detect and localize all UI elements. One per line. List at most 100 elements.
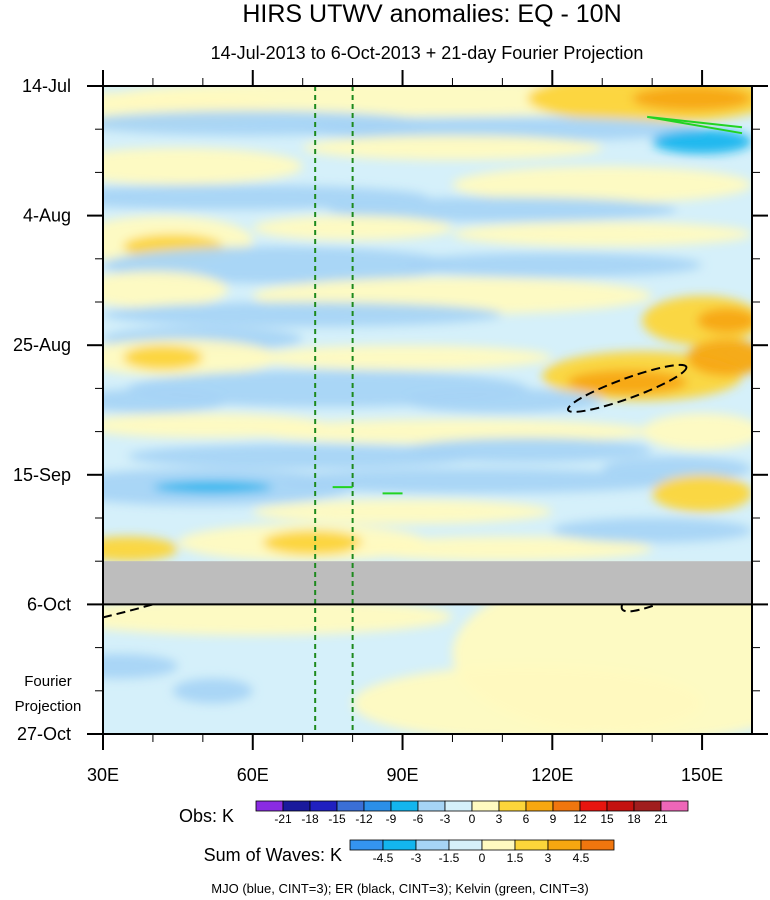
y-tick-label-15-sep: 15-Sep [13,465,71,485]
anomaly-blob [302,135,603,161]
obs-swatch [417,800,446,812]
obs-level-label: -6 [413,812,424,826]
obs-level-label: 21 [654,812,668,826]
waves-swatch [514,839,549,851]
er-contour [620,603,658,613]
anomaly-blob [697,308,752,333]
plot-area [103,86,752,734]
waves-swatch [382,839,417,851]
waves-swatch [481,839,516,851]
plot-frame [102,85,753,735]
anomaly-blob [252,215,453,241]
anomaly-field [103,86,752,734]
anomaly-blob [103,536,178,562]
er-contour [566,363,688,413]
anomaly-blob [652,474,752,512]
kelvin-contour [646,115,743,135]
obs-swatch [660,800,689,812]
obs-swatch [336,800,365,812]
obs-level-label: -12 [355,812,373,826]
waves-level-label: 4.5 [573,851,590,865]
waves-swatch [547,839,582,851]
waves-level-label: 0 [479,851,486,865]
x-tick-label-90e: 90E [387,765,419,785]
anomaly-blob [262,530,363,556]
obs-swatch [390,800,419,812]
y-tick-label-4-aug: 4-Aug [23,206,71,226]
y-tick-label-14-jul: 14-Jul [22,76,71,96]
anomaly-blob [252,499,553,525]
chart-subtitle: 14-Jul-2013 to 6-Oct-2013 + 21-day Fouri… [211,43,644,63]
waves-swatch [415,839,450,851]
anomaly-blob [152,480,273,494]
anomaly-blob [103,147,303,185]
x-tick-label-120e: 120E [531,765,573,785]
anomaly-blob [103,184,428,210]
obs-level-label: 12 [573,812,587,826]
anomaly-blob [252,345,553,370]
obs-level-label: 6 [523,812,530,826]
projection-label-line1: Fourier [24,673,72,690]
obs-swatch [282,800,311,812]
anomaly-blob [567,369,688,395]
anomaly-blob [103,598,453,636]
obs-swatch [363,800,392,812]
anomaly-blob [602,456,752,481]
waves-level-label: -3 [411,851,422,865]
projection-label-line2: Projection [15,698,82,715]
anomaly-blob [302,116,703,142]
waves-swatch [580,839,615,851]
footnote: MJO (blue, CINT=3); ER (black, CINT=3); … [211,881,588,896]
obs-swatch [606,800,635,812]
obs-colorbar-label: Obs: K [179,806,234,826]
er-contour [103,603,154,619]
obs-swatch [309,800,338,812]
obs-swatch [255,800,284,812]
anomaly-blob [652,129,752,154]
waves-level-label: -1.5 [439,851,460,865]
y-tick-label-27-oct: 27-Oct [17,724,71,744]
obs-level-label: -21 [274,812,292,826]
obs-level-label: -18 [301,812,319,826]
waves-swatch [448,839,483,851]
obs-level-label: 18 [627,812,641,826]
x-tick-label-60e: 60E [237,765,269,785]
anomaly-blob [103,302,503,327]
anomaly-blob [127,443,478,469]
anomaly-blob [277,468,678,494]
waves-swatch [349,839,384,851]
anomaly-blob [103,653,178,679]
anomaly-blob [402,252,703,278]
obs-level-label: 9 [550,812,557,826]
waves-colorbar [349,839,615,851]
obs-swatch [633,800,662,812]
anomaly-blob [122,345,203,370]
obs-level-label: -3 [440,812,451,826]
anomaly-blob [687,339,752,377]
anomaly-blob [632,86,752,111]
chart-title: HIRS UTWV anomalies: EQ - 10N [242,0,621,28]
missing-data-band [103,561,752,605]
obs-level-label: 3 [496,812,503,826]
anomaly-blob [103,388,228,414]
anomaly-blob [642,413,752,451]
axis-ticks [87,70,768,750]
obs-swatch [498,800,527,812]
anomaly-blob [452,166,752,204]
wave-contours [103,86,743,734]
anomaly-blob [352,536,653,562]
obs-level-label: 15 [600,812,614,826]
obs-swatch [444,800,473,812]
obs-level-label: -15 [328,812,346,826]
anomaly-blob [327,197,678,222]
anomaly-blob [402,437,653,463]
anomaly-blob [103,271,228,309]
obs-swatch [552,800,581,812]
obs-swatch [471,800,500,812]
obs-level-label: -9 [386,812,397,826]
waves-level-label: 1.5 [507,851,524,865]
obs-swatch [525,800,554,812]
y-tick-label-6-oct: 6-Oct [27,594,71,614]
waves-level-label: 3 [545,851,552,865]
